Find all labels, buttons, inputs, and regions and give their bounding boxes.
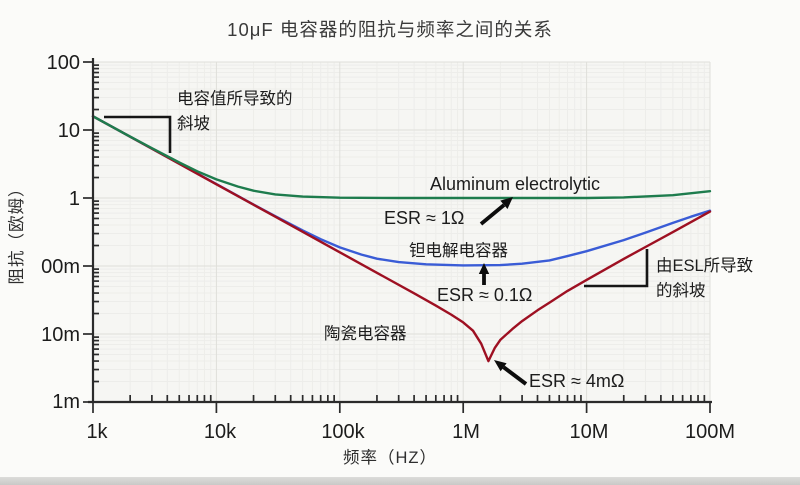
- curve-2: [91, 115, 712, 363]
- chart-title: 10μF 电容器的阻抗与频率之间的关系: [227, 19, 553, 40]
- tantalum-esr-label: ESR ≈ 0.1Ω: [437, 285, 532, 305]
- capacitance-slope-note-line1: 电容值所导致的: [177, 89, 293, 108]
- x-tick-label-100M: 100M: [685, 421, 735, 443]
- y-tick-label-10m: 10m: [41, 324, 80, 346]
- axis-tick-marks: [83, 61, 711, 413]
- x-axis-title: 频率（HZ）: [343, 448, 437, 467]
- impedance-curves: [91, 115, 712, 363]
- curve-0: [91, 115, 712, 200]
- plot-area: [93, 62, 710, 402]
- bottom-gray-strip: [0, 477, 800, 485]
- esl-slope-note-line1: 由ESL所导致: [656, 256, 753, 275]
- y-tick-label-1m: 1m: [52, 391, 80, 413]
- ceramic-esr-label: ESR ≈ 4mΩ: [529, 371, 624, 391]
- tantalum-series-label: 钽电解电容器: [409, 241, 509, 260]
- aluminum-esr-arrow: [479, 197, 513, 226]
- y-tick-label-100m: 00m: [41, 256, 80, 278]
- grid-minor-lines: [93, 62, 710, 402]
- x-tick-label-100k: 100k: [321, 421, 365, 443]
- capacitance-slope-note-line2: 斜坡: [177, 114, 210, 133]
- ceramic-esr-arrow: [494, 360, 528, 386]
- x-tick-label-10M: 10M: [570, 421, 609, 443]
- x-tick-label-10k: 10k: [204, 421, 237, 443]
- y-axis-title: 阻抗（欧姆）: [7, 180, 26, 285]
- esl-slope-bracket: [584, 249, 649, 288]
- tantalum-esr-arrow: [478, 263, 490, 285]
- esl-slope-note-line2: 的斜坡: [656, 281, 706, 300]
- x-tick-label-1k: 1k: [86, 421, 108, 443]
- y-tick-label-100: 100: [47, 52, 80, 74]
- ceramic-series-label: 陶瓷电容器: [324, 324, 407, 343]
- capacitance-slope-bracket: [104, 115, 172, 153]
- x-tick-label-1M: 1M: [452, 421, 480, 443]
- y-tick-label-10: 10: [58, 120, 80, 142]
- y-tick-label-1: 1: [69, 188, 80, 210]
- aluminum-series-label: Aluminum electrolytic: [430, 174, 600, 194]
- aluminum-esr-label: ESR ≈ 1Ω: [384, 208, 464, 228]
